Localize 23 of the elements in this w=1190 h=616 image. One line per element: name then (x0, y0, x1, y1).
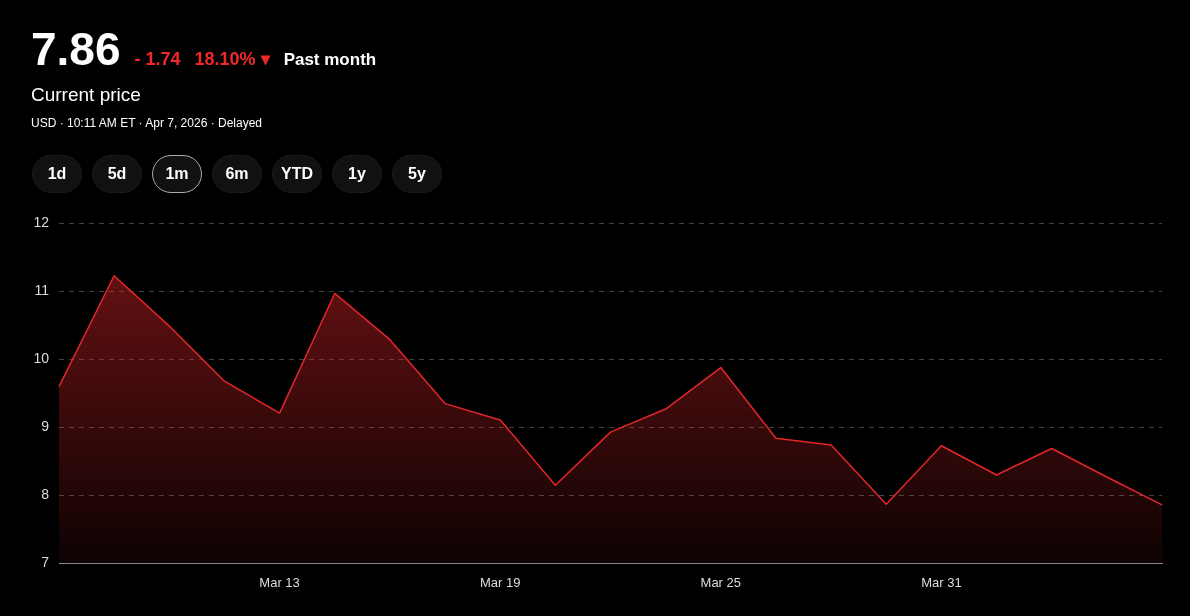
y-tick-label: 9 (41, 418, 50, 435)
text: 5d (92, 155, 142, 193)
y-tick-label: 7 (41, 554, 50, 571)
chart-subtitle: Current price (31, 84, 141, 106)
y-tick-label: 8 (41, 486, 50, 503)
text: USD · 10:11 AM ET · Apr 7, 2026 · Delayed (31, 116, 262, 130)
x-tick-label: Mar 25 (700, 574, 742, 590)
text: 1m (152, 155, 202, 193)
text: 1d (32, 155, 82, 193)
text: - 1.74 (134, 49, 181, 70)
y-tick-label: 10 (33, 350, 50, 367)
x-tick-label: Mar 13 (259, 574, 300, 590)
text: 5y (392, 155, 442, 193)
text: 1y (332, 155, 382, 193)
x-tick-label: Mar 31 (921, 574, 962, 590)
y-tick-label: 11 (34, 282, 50, 299)
y-tick-label: 12 (33, 214, 50, 231)
x-tick-label: Mar 19 (479, 574, 521, 590)
text: 18.10% ▾ (194, 48, 270, 70)
text: 6m (212, 155, 262, 193)
chart-title: 7.86 (31, 22, 121, 76)
text: Past month (283, 50, 377, 70)
text: YTD (272, 155, 322, 193)
